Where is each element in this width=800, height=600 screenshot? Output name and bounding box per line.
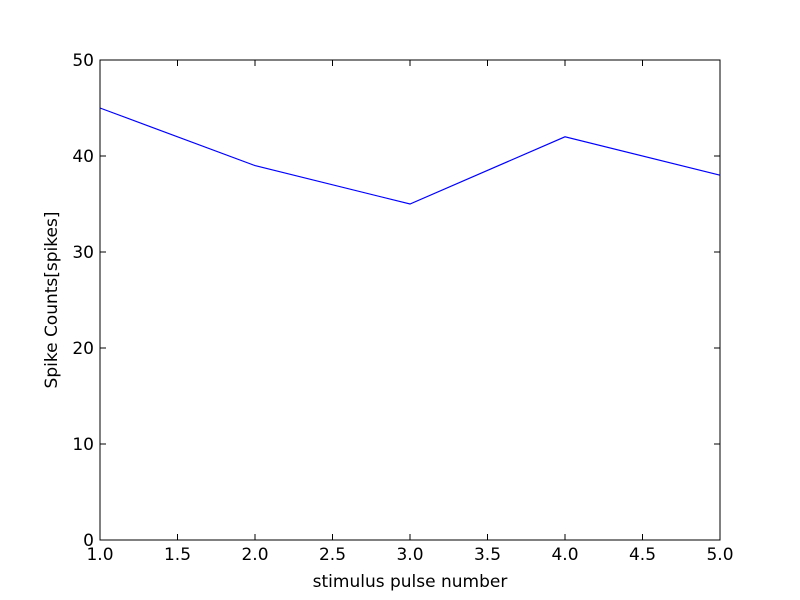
y-tick-label: 10 (72, 435, 94, 455)
y-tick-label: 30 (72, 243, 94, 263)
y-tick-label: 40 (72, 147, 94, 167)
y-axis-label: Spike Counts[spikes] (42, 212, 62, 389)
x-tick-label: 4.0 (551, 545, 578, 565)
x-tick-label: 2.5 (319, 545, 346, 565)
y-tick-label: 50 (72, 51, 94, 71)
x-tick-label: 2.0 (241, 545, 268, 565)
x-tick-label: 3.0 (396, 545, 423, 565)
series-line-0 (99, 107, 721, 205)
x-tick-label: 3.5 (474, 545, 501, 565)
x-tick-label: 4.5 (629, 545, 656, 565)
y-tick-label: 20 (72, 339, 94, 359)
x-tick-label: 1.0 (86, 545, 113, 565)
plot-area-frame (99, 59, 721, 541)
x-tick-label: 1.5 (164, 545, 191, 565)
y-tick-label: 0 (83, 531, 94, 551)
x-axis-label: stimulus pulse number (313, 572, 508, 592)
x-tick-label: 5.0 (706, 545, 733, 565)
